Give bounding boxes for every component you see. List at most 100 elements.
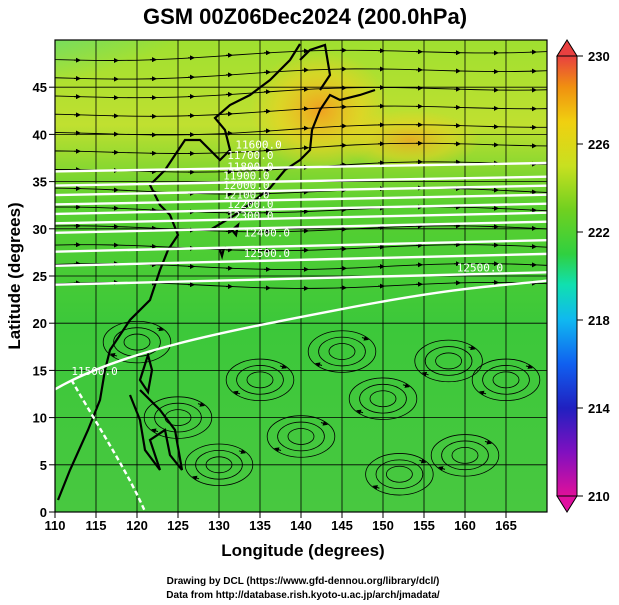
contour-line [55,211,547,225]
x-tick-label: 110 [45,518,66,533]
wind-arrow [402,383,410,388]
warm-region-shading-east [340,110,480,170]
contour-line [55,252,547,268]
streamline [55,142,547,154]
wind-arrow [279,364,287,369]
contour-label: 11600.0 [235,139,281,152]
streamline [55,105,547,117]
streamline [435,352,463,370]
wind-arrow [356,409,364,415]
contour-label: 11500.0 [71,365,117,378]
credit-data: Data from http://database.rish.kyoto-u.a… [166,590,440,601]
streamline [375,459,424,490]
wind-arrow [315,362,323,368]
y-tick-label: 10 [33,411,47,426]
wind-arrow [438,466,446,471]
streamline [55,68,547,80]
contour-line [55,193,547,206]
wind-arrow [372,485,380,490]
contour-line [55,184,547,197]
height-contours [55,161,547,512]
x-tick-label: 160 [454,518,476,533]
contour-line [55,238,547,253]
y-tick-label: 35 [33,175,47,190]
streamline [55,225,547,233]
x-tick-label: 130 [208,518,230,533]
y-tick-label: 45 [33,80,47,95]
wind-arrow [233,390,241,396]
wind-arrow [110,352,118,358]
contour-label: 11900.0 [223,170,269,183]
streamline [385,465,413,483]
y-tick-label: 25 [33,269,47,284]
wind-arrow [274,447,282,453]
contour-label: 12200.0 [227,198,273,211]
y-tick-label: 5 [40,458,47,473]
coastline-taiwan [138,351,154,395]
streamline [55,244,547,252]
colorbar: 230 226 222 218 214 210 [556,39,610,513]
y-tick-label: 0 [40,505,47,520]
contour-label: 12300.0 [227,209,273,222]
contour-label: 11700.0 [227,149,273,162]
wind-arrow [192,475,200,481]
x-tick-label: 145 [331,518,353,533]
coastline-sakhalin [299,43,332,91]
contour-label: 12000.0 [223,179,269,192]
y-tick-label: 20 [33,316,47,331]
wind-arrow [361,335,369,341]
streamline [55,87,547,99]
chart-title: GSM 00Z06Dec2024 (200.0hPa) [143,4,467,29]
y-tick-label: 40 [33,127,47,142]
x-tick-label: 120 [126,518,148,533]
contour-line [55,271,547,286]
cold-region-shading [55,40,225,100]
streamline [55,187,547,195]
y-tick-label: 15 [33,363,47,378]
coastline-ryukyu [218,222,240,260]
wind-arrow [320,420,328,426]
wind-arrow [197,401,205,407]
x-tick-label: 125 [167,518,189,533]
x-axis-ticks: 110 115 120 125 130 135 140 145 150 155 160 165 [45,512,517,533]
colorbar-tick-label: 226 [588,137,610,152]
colorbar-scale [556,55,578,497]
streamline [55,206,547,214]
x-tick-label: 115 [86,518,107,533]
contour-line [55,279,547,391]
credit-drawing: Drawing by DCL (https://www.gfd-dennou.o… [167,576,440,587]
contour-line [55,161,547,173]
colorbar-tick-label: 210 [588,489,610,504]
contour-label: 12400.0 [244,226,290,239]
x-tick-label: 165 [495,518,517,533]
colorbar-tick-label: 230 [588,49,610,64]
x-tick-label: 150 [372,518,394,533]
colorbar-ticks: 230 226 222 218 214 210 [577,49,610,504]
wind-arrow [156,326,164,332]
coastline-philippines [128,389,184,471]
y-axis-ticks: 0 5 10 15 20 25 30 35 40 45 [33,80,55,520]
colorbar-bottom-arrow [556,495,578,513]
x-tick-label: 140 [290,518,312,533]
y-axis-label: Latitude (degrees) [5,202,24,349]
map-plot-area: 12500.0 12400.0 12300.012200.012100.012000… [55,40,547,512]
streamline [424,346,473,376]
contour-labels: 12500.0 12400.0 12300.012200.012100.012000… [71,139,503,379]
contour-label: 11800.0 [227,160,273,173]
wind-arrow [468,345,476,351]
colorbar-tick-label: 222 [588,225,610,240]
streamline [365,453,434,496]
x-tick-label: 135 [249,518,271,533]
streamline [414,339,483,383]
contour-label: 12100.0 [223,189,269,202]
x-axis-label: Longitude (degrees) [221,541,384,560]
y-tick-label: 30 [33,222,47,237]
contour-line [55,202,547,216]
x-tick-label: 155 [413,518,435,533]
wind-arrow [484,439,492,445]
contour-line [55,175,547,187]
contour-line [55,220,547,234]
wind-arrow [479,390,487,396]
contour-label: 12500.0 [457,261,503,274]
